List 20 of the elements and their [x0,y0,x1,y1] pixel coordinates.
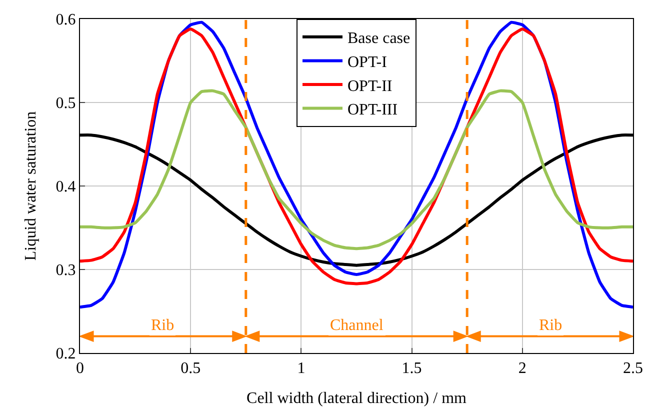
y-tick-label: 0.3 [56,262,76,280]
legend-label: OPT-III [348,102,398,119]
y-tick-label: 0.6 [56,12,76,29]
annotation: Rib [151,317,174,334]
annotation: Channel [330,317,384,334]
legend-label: OPT-I [348,54,387,71]
y-tick-label: 0.5 [56,95,76,112]
x-axis-title: Cell width (lateral direction) / mm [246,390,468,407]
legend-label: Base case [348,30,410,48]
x-tick-label: 0.5 [180,360,201,378]
x-tick-label: 1 [297,360,306,378]
y-tick-label: 0.4 [56,178,76,196]
x-tick-label: 1.5 [402,360,422,378]
x-tick-label: 2.5 [623,360,643,378]
legend-label: OPT-II [348,78,392,95]
annotation: Rib [539,317,562,334]
y-axis-title: Liquid water saturation [22,111,40,261]
x-tick-label: 0 [76,360,84,378]
y-tick-label: 0.2 [56,346,76,363]
x-tick-label: 2 [518,360,526,378]
